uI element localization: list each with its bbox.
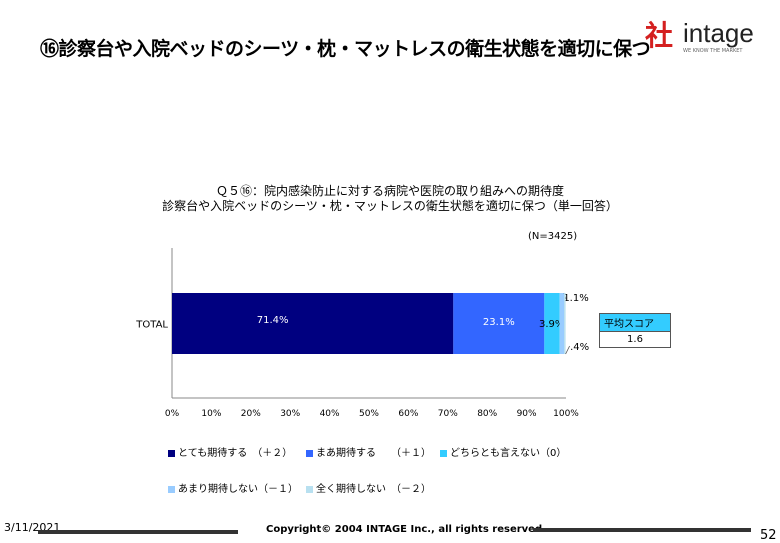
- average-score-box: 平均スコア 1.6: [599, 313, 671, 348]
- legend-item-somewhat-expect: まあ期待する （＋１）: [306, 444, 431, 459]
- legend-swatch: [168, 485, 175, 493]
- x-tick-label: 20%: [241, 409, 261, 419]
- legend-swatch: [306, 449, 313, 457]
- page-number: 52: [760, 528, 777, 543]
- logo-tagline: WE KNOW THE MARKET: [683, 48, 743, 54]
- question-line-2: 診察台や入院ベッドのシーツ・枕・マットレスの衛生状態を適切に保つ（単一回答）: [162, 199, 618, 213]
- sample-size-label: (N=3425): [528, 231, 578, 242]
- x-tick-label: 30%: [280, 409, 300, 419]
- average-score-value: 1.6: [600, 332, 670, 347]
- bar-segment: [544, 293, 560, 354]
- legend-label: とても期待する （＋２）: [178, 448, 293, 459]
- x-tick-label: 100%: [553, 409, 579, 419]
- legend-item-not-at-all-expect: 全く期待しない （－２）: [306, 480, 431, 495]
- legend-label: どちらとも言えない（0）: [450, 448, 567, 459]
- category-label: TOTAL: [135, 320, 168, 331]
- x-tick-label: 40%: [320, 409, 340, 419]
- leader-line: [565, 345, 570, 355]
- x-tick-label: 10%: [201, 409, 221, 419]
- data-label: .4%: [570, 342, 589, 353]
- legend-label: 全く期待しない （－２）: [316, 484, 431, 495]
- data-label: 23.1%: [483, 317, 515, 328]
- bar-segment: [559, 293, 565, 354]
- logo-text: intage: [683, 18, 754, 48]
- data-label: 3.9%: [539, 319, 564, 330]
- footer-copyright: Copyright© 2004 INTAGE Inc., all rights …: [266, 524, 546, 535]
- x-tick-label: 50%: [359, 409, 379, 419]
- legend-item-neutral: どちらとも言えない（0）: [440, 444, 566, 459]
- x-tick-label: 70%: [438, 409, 458, 419]
- x-tick-label: 60%: [398, 409, 418, 419]
- legend-label: まあ期待する （＋１）: [316, 448, 431, 459]
- bar-segment: [564, 293, 566, 354]
- logo-mark: 社: [645, 19, 674, 52]
- stacked-bar-chart: 0% 10% 20% 30% 40% 50% 60% 70% 80% 90% 100% TOTAL 71…: [135, 248, 589, 419]
- data-label: 71.4%: [257, 315, 289, 326]
- average-score-label: 平均スコア: [600, 314, 670, 332]
- legend-item-not-much-expect: あまり期待しない（－１）: [168, 480, 298, 495]
- footer-rule-right: [533, 528, 751, 532]
- question-line-1: Ｑ５⑯：院内感染防止に対する病院や医院の取り組みへの期待度: [215, 184, 564, 198]
- intage-logo: 社 intage WE KNOW THE MARKET: [643, 14, 771, 54]
- x-tick-label: 90%: [517, 409, 537, 419]
- legend-swatch: [306, 485, 313, 493]
- legend-label: あまり期待しない（－１）: [178, 484, 298, 495]
- bar-segment: [172, 293, 454, 354]
- legend-item-very-expect: とても期待する （＋２）: [168, 444, 292, 459]
- chart-question: Ｑ５⑯：院内感染防止に対する病院や医院の取り組みへの期待度 診察台や入院ベッドの…: [0, 184, 780, 214]
- x-tick-label: 0%: [165, 409, 180, 419]
- slide-title: ⑯診察台や入院ベッドのシーツ・枕・マットレスの衛生状態を適切に保つ: [40, 38, 651, 60]
- bar-segment: [453, 293, 545, 354]
- x-tick-label: 80%: [477, 409, 497, 419]
- footer-rule-left: [38, 530, 238, 534]
- legend-swatch: [440, 449, 447, 457]
- data-label: 1.1%: [563, 293, 588, 304]
- legend-swatch: [168, 449, 175, 457]
